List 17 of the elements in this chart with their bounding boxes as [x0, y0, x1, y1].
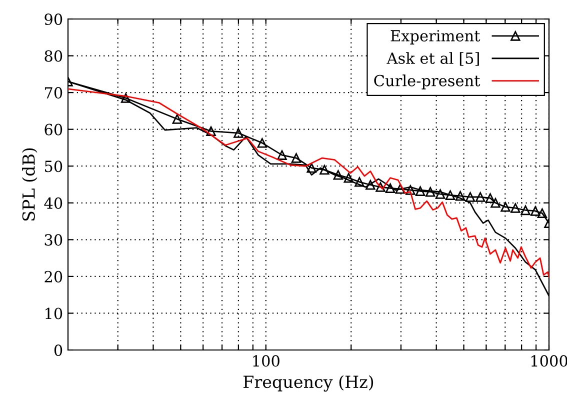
x-tick-label: 1000: [531, 355, 567, 367]
y-axis-title: SPL (dB): [22, 148, 38, 221]
y-tick-label: 70: [44, 87, 62, 99]
y-tick-label: 10: [46, 308, 62, 320]
legend-label: Experiment: [390, 30, 480, 44]
x-tick-label: 100: [253, 355, 280, 367]
y-tick-label: 20: [44, 270, 62, 282]
y-tick-label: 30: [44, 234, 62, 246]
x-axis-title: Frequency (Hz): [244, 375, 374, 392]
y-tick-label: 0: [54, 344, 62, 356]
y-tick-label: 50: [44, 160, 62, 172]
legend-label: Ask et al [5]: [386, 52, 479, 66]
legend-label: Curle-present: [374, 74, 480, 90]
y-tick-label: 40: [44, 197, 62, 209]
y-tick-label: 90: [44, 13, 62, 26]
y-tick-label: 60: [44, 124, 62, 136]
y-tick-label: 80: [44, 50, 62, 62]
